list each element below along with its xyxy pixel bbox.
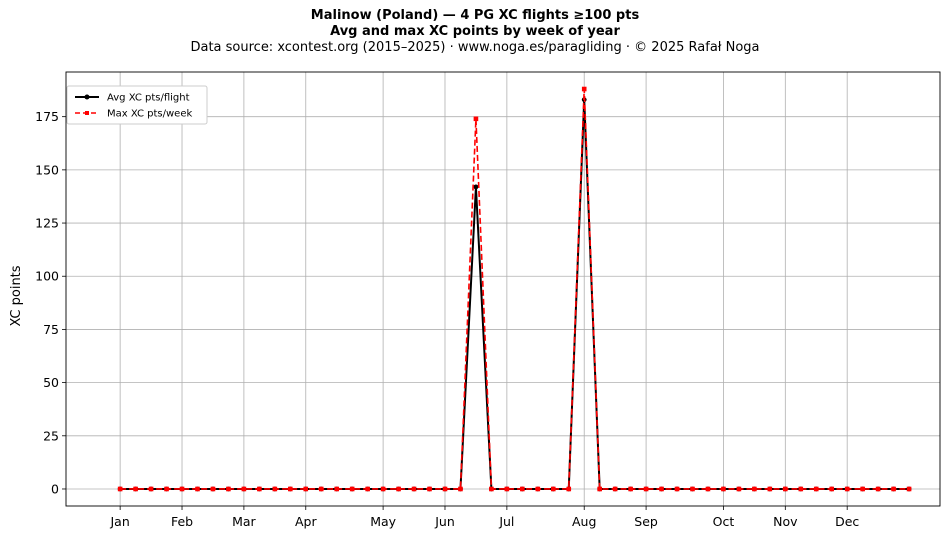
data-point-max: [334, 486, 340, 492]
legend: Avg XC pts/flight Max XC pts/week: [66, 85, 208, 125]
x-tick-label: Nov: [773, 514, 798, 529]
x-axis-ticks: Jan Feb Mar Apr May Jun Jul Aug Sep Oct Nov Dec: [110, 506, 859, 529]
data-point-max: [303, 486, 309, 492]
chart-source: Data source: xcontest.org (2015–2025) · …: [190, 40, 760, 55]
data-point-max: [489, 486, 494, 492]
data-point-max: [860, 486, 865, 492]
data-point-max: [597, 486, 602, 492]
data-point-max: [612, 486, 618, 492]
data-point-max: [690, 486, 695, 492]
x-tick-label: Feb: [171, 514, 193, 529]
data-point-max: [829, 486, 835, 492]
data-point-max: [241, 486, 247, 492]
x-tick-label: Mar: [232, 514, 256, 529]
data-point-max: [767, 486, 773, 492]
data-point-max: [117, 486, 123, 492]
y-axis-ticks: 0 25 50 75 100 125 150 175: [35, 109, 66, 496]
data-point-max: [349, 486, 355, 492]
grid-lines: [66, 72, 940, 506]
data-point-max: [427, 486, 432, 492]
data-point-max: [891, 486, 896, 492]
data-point-max: [844, 486, 850, 492]
y-tick-label: 175: [35, 109, 59, 124]
x-tick-label: Apr: [295, 514, 317, 529]
data-point-max: [195, 486, 200, 492]
x-tick-label: May: [370, 514, 396, 529]
data-point-max: [705, 486, 711, 492]
x-tick-label: Jan: [110, 514, 130, 529]
data-point-max: [458, 486, 463, 492]
data-point-max: [813, 486, 819, 492]
data-point-max: [550, 486, 556, 492]
series-group: [117, 86, 912, 492]
chart-subtitle: Avg and max XC points by week of year: [330, 24, 620, 39]
data-point-max: [566, 486, 572, 492]
data-point-max: [798, 486, 804, 492]
data-point-max: [906, 486, 912, 492]
data-point-max: [133, 486, 138, 492]
data-point-max: [210, 486, 216, 492]
data-point-max: [396, 486, 401, 492]
x-tick-label: Dec: [835, 514, 859, 529]
data-point-max: [736, 486, 742, 492]
x-tick-label: Jun: [434, 514, 455, 529]
data-point-max: [179, 486, 185, 492]
axes: [65, 71, 941, 507]
data-point-max: [674, 486, 680, 492]
y-tick-label: 100: [35, 269, 59, 284]
legend-box: [66, 85, 208, 125]
y-axis-label: XC points: [9, 265, 24, 326]
data-point-max: [380, 486, 386, 492]
data-point-max: [318, 486, 324, 492]
y-tick-label: 125: [35, 216, 59, 231]
y-tick-label: 150: [35, 162, 59, 177]
legend-max-marker: [85, 111, 89, 115]
data-point-max: [257, 486, 262, 492]
data-point-max: [288, 486, 293, 492]
y-tick-label: 75: [43, 322, 59, 337]
data-point-max: [643, 486, 649, 492]
data-point-max: [164, 486, 169, 492]
data-point-max: [659, 486, 664, 492]
data-point-avg: [473, 184, 479, 190]
data-point-max: [148, 486, 154, 492]
data-point-max: [411, 486, 417, 492]
y-tick-label: 0: [51, 481, 59, 496]
data-point-max: [875, 486, 881, 492]
data-point-max: [535, 486, 541, 492]
data-point-max: [783, 486, 788, 492]
series-line-max: [120, 88, 910, 490]
x-tick-label: Jul: [498, 514, 514, 529]
data-point-max: [365, 486, 370, 492]
data-point-max: [442, 486, 448, 492]
data-point-max: [520, 486, 525, 492]
series-line-avg: [120, 98, 910, 490]
data-point-max: [473, 116, 479, 122]
y-tick-label: 50: [43, 375, 59, 390]
chart-titles: Malinow (Poland) — 4 PG XC flights ≥100 …: [0, 8, 950, 56]
data-point-max: [504, 486, 510, 492]
plot-frame: [65, 71, 941, 507]
legend-avg-label: Avg XC pts/flight: [107, 93, 190, 104]
x-tick-label: Oct: [713, 514, 735, 529]
x-tick-label: Sep: [634, 514, 658, 529]
chart-title: Malinow (Poland) — 4 PG XC flights ≥100 …: [310, 8, 640, 23]
x-tick-label: Aug: [572, 514, 596, 529]
data-point-max: [581, 86, 587, 92]
data-point-max: [721, 486, 726, 492]
data-point-max: [628, 486, 633, 492]
legend-max-label: Max XC pts/week: [107, 109, 192, 120]
y-tick-label: 25: [43, 428, 59, 443]
data-point-max: [226, 486, 231, 492]
data-point-max: [752, 486, 757, 492]
legend-avg-marker: [84, 94, 90, 100]
data-point-max: [272, 486, 278, 492]
